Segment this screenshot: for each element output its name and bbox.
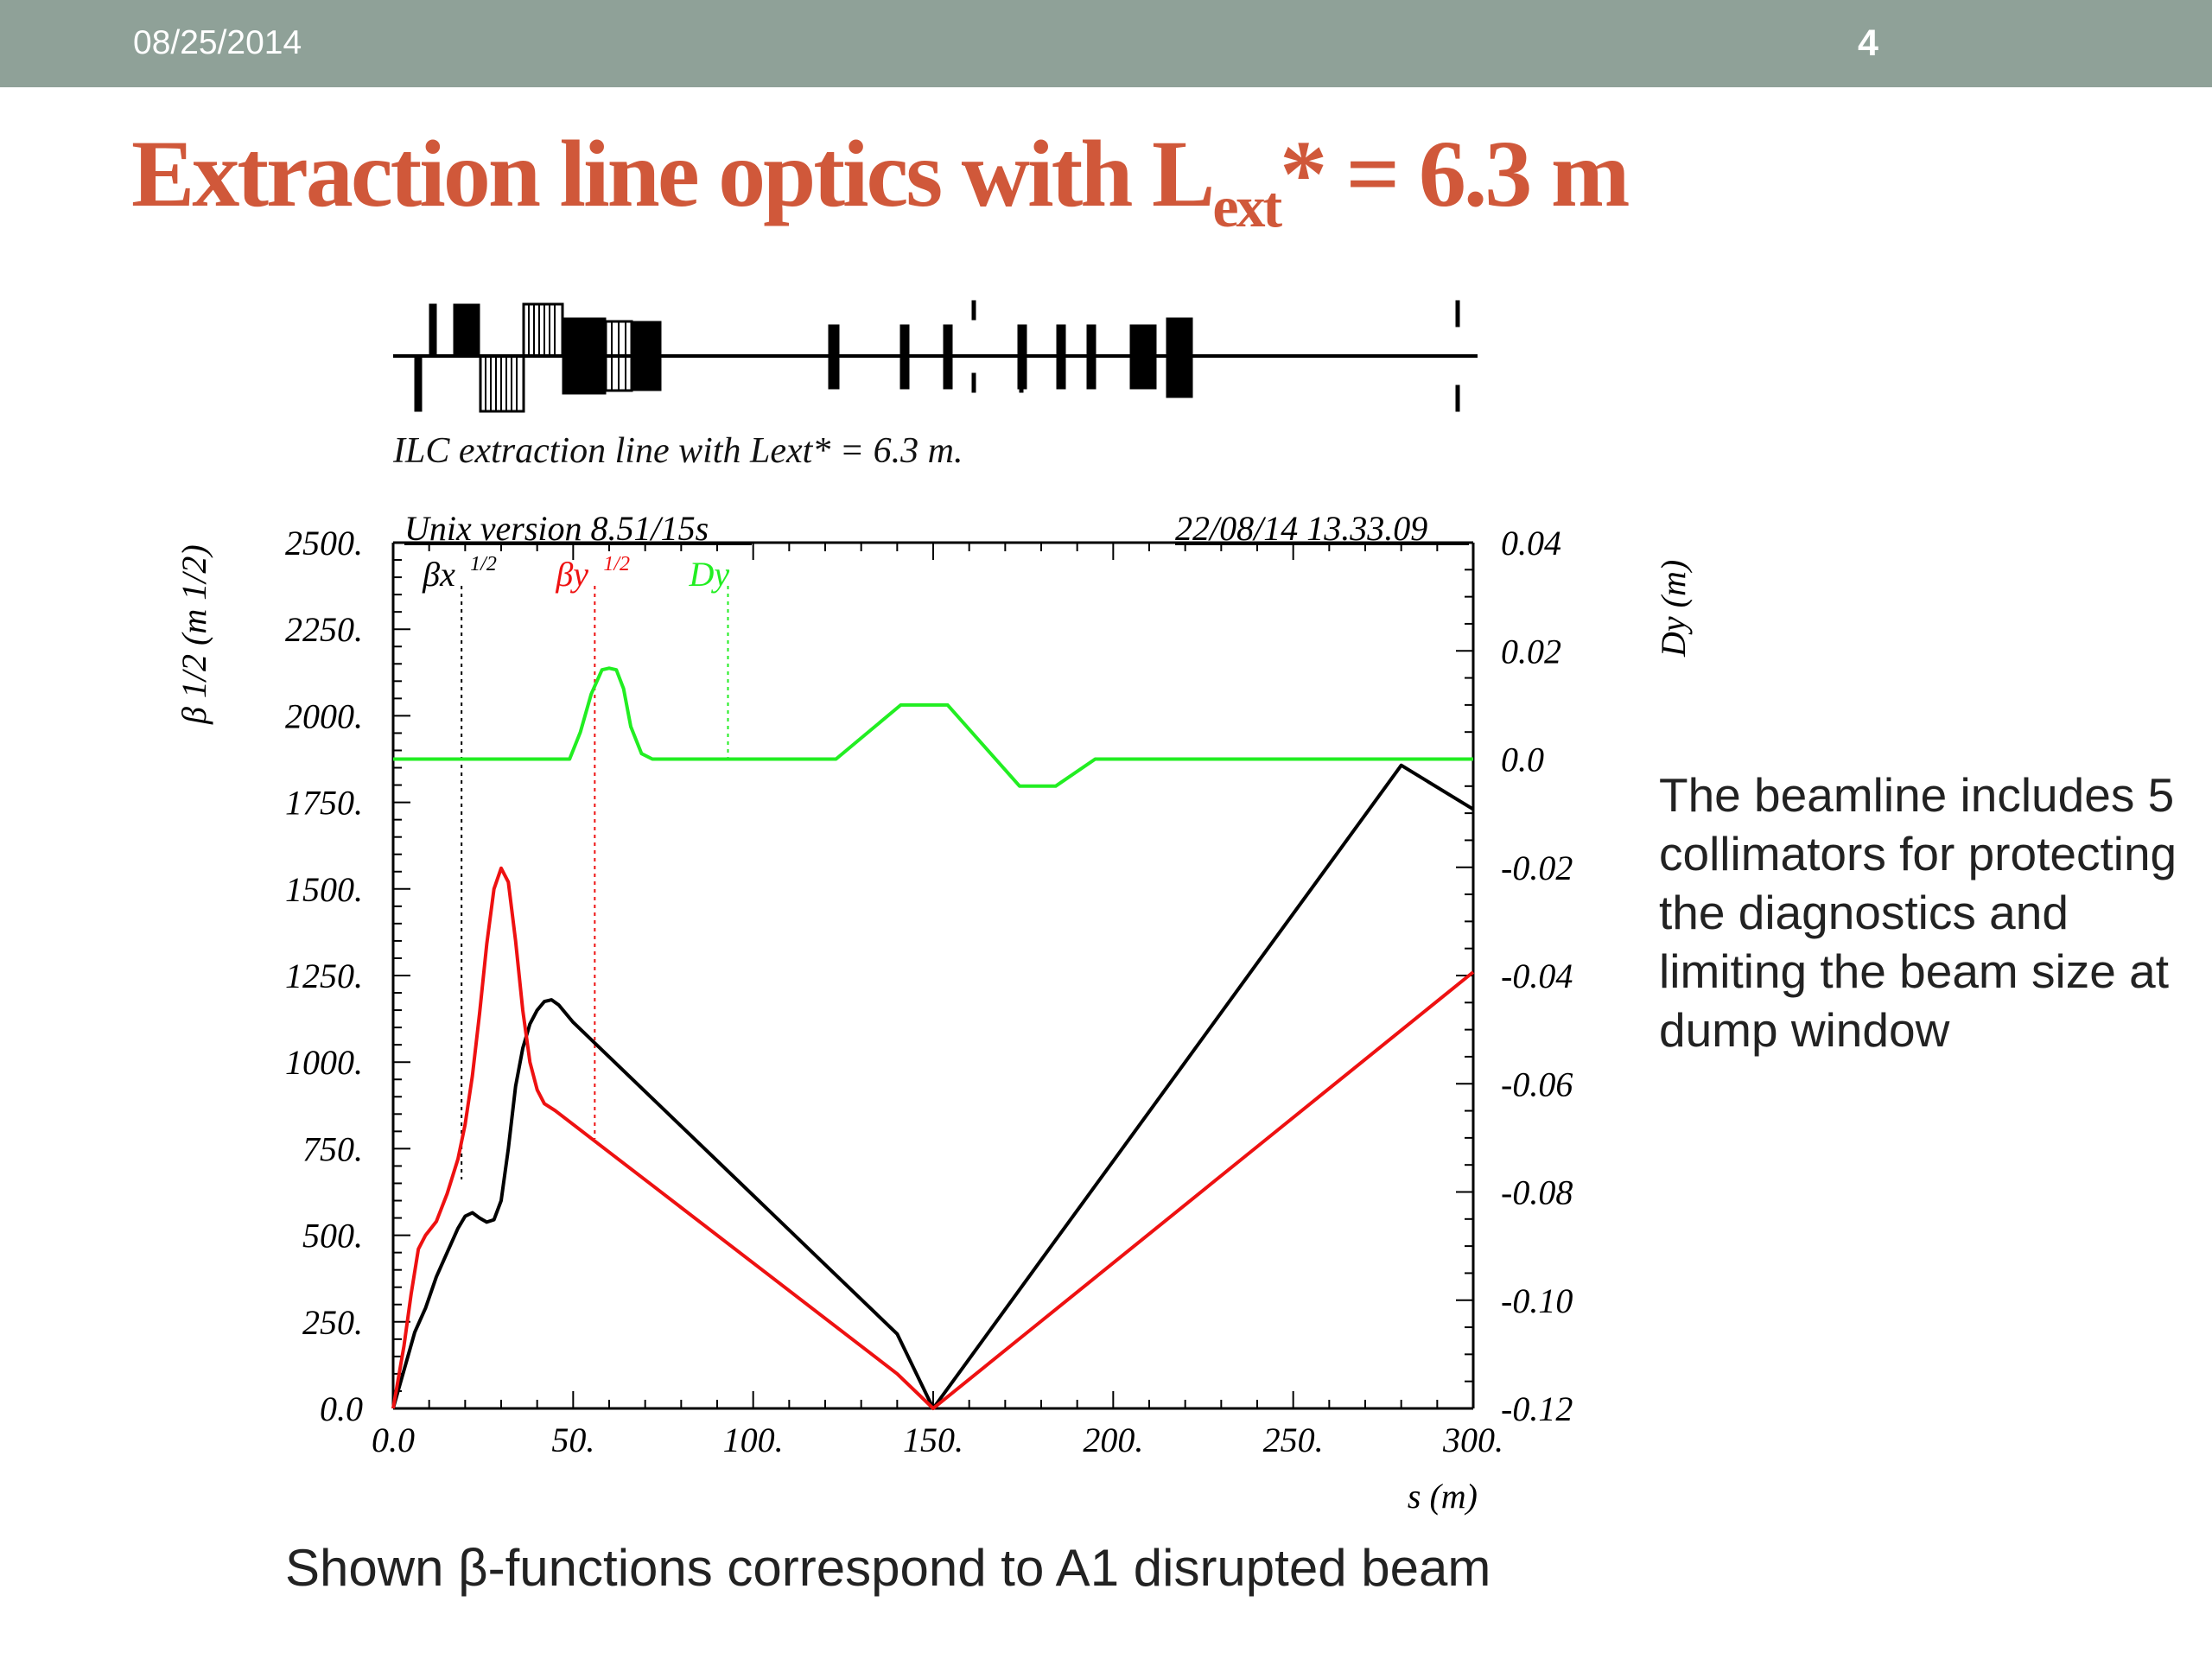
- plot-header-right: 22/08/14 13.33.09: [1175, 509, 1427, 548]
- x-axis-label: s (m): [1408, 1477, 1478, 1516]
- lattice-magnet: [631, 321, 662, 391]
- lattice-magnet: [1056, 324, 1066, 390]
- legend-entry-superscript: 1/2: [470, 553, 497, 575]
- y-tick-label: 0.0: [320, 1389, 363, 1428]
- series-line-beta-x: [391, 763, 1475, 1410]
- lattice-magnet: [1166, 317, 1193, 398]
- lattice-magnet: [1086, 324, 1096, 390]
- title-suffix: * = 6.3 m: [1280, 121, 1630, 226]
- bottom-caption: Shown β-functions correspond to A1 disru…: [285, 1539, 1491, 1597]
- x-tick-label: 300.: [1442, 1421, 1503, 1459]
- legend-entry: βy: [555, 555, 588, 594]
- lattice-magnet: [828, 324, 840, 390]
- y-tick-label: 2500.: [285, 524, 363, 563]
- lattice-magnet: [943, 324, 953, 390]
- x-tick-label: 100.: [723, 1421, 784, 1459]
- plot-header-left: Unix version 8.51/15s: [404, 509, 709, 548]
- slide-page-number: 4: [1858, 22, 1878, 64]
- y-axis-label: β 1/2 (m 1/2): [175, 544, 213, 725]
- series-line-beta-y: [391, 866, 1475, 1410]
- y-tick-label: 1250.: [285, 957, 363, 995]
- x-tick-label: 200.: [1083, 1421, 1143, 1459]
- series-line-dy: [393, 666, 1473, 788]
- y2-tick-label: -0.12: [1501, 1389, 1573, 1428]
- lattice-magnet: [414, 355, 423, 412]
- y-tick-label: 2000.: [285, 696, 363, 735]
- legend-entry: Dy: [689, 555, 730, 594]
- lattice-collimator: [1455, 385, 1460, 412]
- y-tick-label: 2250.: [285, 610, 363, 649]
- lattice-collimator: [1455, 300, 1460, 327]
- y2-axis-label: Dy (m): [1654, 560, 1693, 658]
- lattice-magnet: [453, 303, 480, 357]
- lattice-schematic: [393, 300, 1478, 413]
- x-tick-label: 250.: [1263, 1421, 1324, 1459]
- y-tick-label: 1750.: [285, 784, 363, 823]
- lattice-magnet: [899, 324, 910, 390]
- y-tick-label: 1000.: [285, 1043, 363, 1082]
- x-tick-label: 50.: [551, 1421, 594, 1459]
- y2-tick-label: 0.02: [1501, 632, 1561, 671]
- lattice-caption: ILC extraction line with Lext* = 6.3 m.: [393, 431, 963, 471]
- y2-tick-label: -0.04: [1501, 957, 1573, 995]
- y2-tick-label: -0.02: [1501, 849, 1573, 887]
- title-prefix: Extraction line optics with L: [131, 121, 1215, 226]
- lattice-collimator: [1019, 372, 1024, 393]
- y2-tick-label: -0.06: [1501, 1065, 1573, 1103]
- y2-tick-label: 0.04: [1501, 524, 1561, 563]
- lattice-collimator: [971, 372, 976, 393]
- lattice-magnet: [562, 317, 607, 395]
- y-tick-label: 750.: [302, 1129, 363, 1168]
- y-tick-label: 500.: [302, 1217, 363, 1255]
- y-tick-label: 1500.: [285, 870, 363, 909]
- side-note: The beamline includes 5 collimators for …: [1659, 768, 2177, 1057]
- x-tick-label: 0.0: [372, 1421, 415, 1459]
- slide-title: Extraction line optics with Lext* = 6.3 …: [131, 119, 1630, 241]
- title-subscript: ext: [1212, 174, 1282, 239]
- lattice-magnet: [429, 303, 437, 357]
- header-bar: 08/25/2014 4: [0, 0, 2212, 87]
- beta-function-chart: 0.0 50. 100. 150. 200. 250. 300. 0.0 250. 500. 750…: [175, 509, 1693, 1516]
- legend-entry: βx: [422, 555, 455, 594]
- y-tick-label: 250.: [302, 1303, 363, 1342]
- legend-entry-superscript: 1/2: [603, 553, 630, 575]
- lattice-magnet: [1129, 324, 1157, 390]
- slide-date: 08/25/2014: [133, 24, 302, 61]
- y2-tick-label: -0.08: [1501, 1173, 1573, 1212]
- lattice-collimator: [971, 300, 976, 321]
- y2-tick-label: -0.10: [1501, 1281, 1573, 1320]
- y2-tick-label: 0.0: [1501, 741, 1544, 779]
- axis-ticks: [392, 542, 1474, 1409]
- x-tick-label: 150.: [903, 1421, 963, 1459]
